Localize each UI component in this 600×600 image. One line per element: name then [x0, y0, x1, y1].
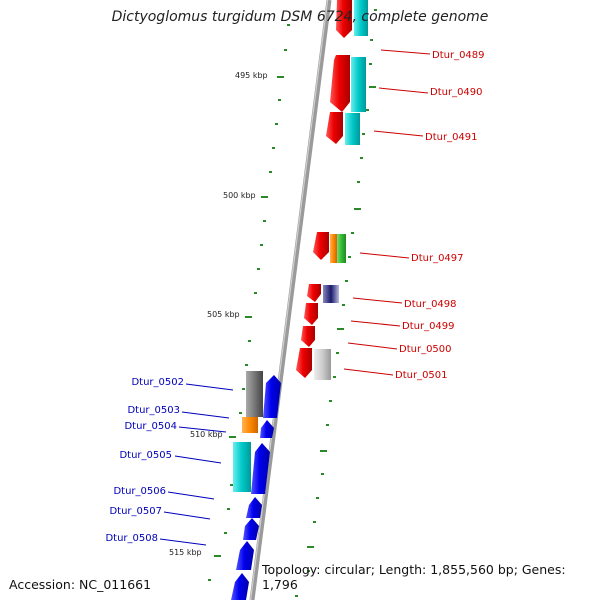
- gene-label-dtur-0490[interactable]: Dtur_0490: [430, 87, 483, 98]
- gene-label-dtur-0489[interactable]: Dtur_0489: [432, 50, 485, 61]
- gene-label-dtur-0503[interactable]: Dtur_0503: [127, 405, 180, 416]
- ruler-ticks: [208, 9, 377, 597]
- gene-arrow[interactable]: [251, 443, 270, 494]
- cog-block: [337, 234, 346, 263]
- gene-label-dtur-0500[interactable]: Dtur_0500: [399, 344, 452, 355]
- cog-block: [351, 57, 366, 112]
- gene-arrow[interactable]: [313, 232, 329, 260]
- gene-arrow[interactable]: [236, 541, 254, 570]
- forward-strand-genes: [296, 0, 368, 380]
- gene-label-dtur-0505[interactable]: Dtur_0505: [119, 450, 172, 461]
- cog-block: [345, 113, 360, 145]
- cog-block: [330, 234, 337, 263]
- ruler-label: 510 kbp: [190, 430, 223, 439]
- gene-label-dtur-0507[interactable]: Dtur_0507: [109, 506, 162, 517]
- cog-block: [354, 0, 368, 36]
- ruler-labels: 495 kbp 500 kbp 505 kbp 510 kbp 515 kbp: [169, 71, 268, 557]
- gene-arrow[interactable]: [307, 284, 321, 302]
- gene-label-dtur-0508[interactable]: Dtur_0508: [105, 533, 158, 544]
- gene-label-dtur-0497[interactable]: Dtur_0497: [411, 253, 464, 264]
- gene-arrow[interactable]: [336, 0, 352, 38]
- cog-block: [233, 442, 251, 492]
- gene-label-dtur-0504[interactable]: Dtur_0504: [124, 421, 177, 432]
- gene-label-dtur-0491[interactable]: Dtur_0491: [425, 132, 478, 143]
- gene-label-dtur-0498[interactable]: Dtur_0498: [404, 299, 457, 310]
- gene-arrow[interactable]: [243, 518, 259, 540]
- ruler-label: 505 kbp: [207, 310, 240, 319]
- gene-arrow[interactable]: [304, 303, 318, 325]
- gene-arrow[interactable]: [330, 55, 350, 112]
- cog-block: [323, 285, 339, 303]
- cog-block: [246, 371, 263, 417]
- ruler-label: 515 kbp: [169, 548, 202, 557]
- cog-block: [314, 349, 331, 380]
- reverse-strand-genes: [231, 371, 281, 600]
- leader-lines: [159, 49, 431, 546]
- ruler-label: 500 kbp: [223, 191, 256, 200]
- accession-text: Accession: NC_011661: [9, 577, 152, 592]
- gene-arrow[interactable]: [326, 112, 343, 144]
- ruler-label: 495 kbp: [235, 71, 268, 80]
- genome-summary-text: Topology: circular; Length: 1,855,560 bp…: [262, 562, 566, 592]
- gene-arrow[interactable]: [246, 497, 262, 518]
- cog-block: [242, 417, 258, 433]
- gene-arrow[interactable]: [301, 326, 315, 347]
- gene-arrow[interactable]: [296, 348, 312, 378]
- gene-arrow[interactable]: [260, 420, 274, 438]
- gene-arrow[interactable]: [263, 375, 281, 418]
- gene-label-dtur-0499[interactable]: Dtur_0499: [402, 321, 455, 332]
- genome-title: Dictyoglomus turgidum DSM 6724, complete…: [111, 9, 489, 25]
- genome-backbone: [249, 0, 332, 600]
- gene-label-dtur-0501[interactable]: Dtur_0501: [395, 370, 448, 381]
- gene-label-dtur-0502[interactable]: Dtur_0502: [131, 377, 184, 388]
- gene-arrow[interactable]: [231, 573, 249, 600]
- gene-label-dtur-0506[interactable]: Dtur_0506: [113, 486, 166, 497]
